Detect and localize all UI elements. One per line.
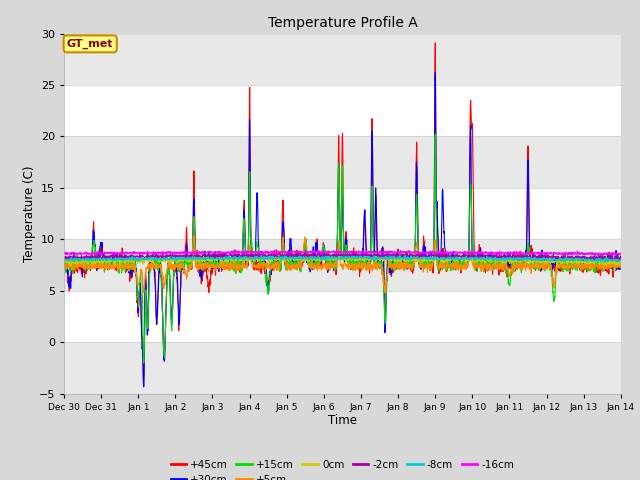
Bar [64, 85, 621, 136]
Bar [64, 342, 621, 394]
Bar [64, 136, 621, 188]
Bar [64, 34, 621, 85]
Bar [64, 240, 621, 291]
Bar [64, 291, 621, 342]
X-axis label: Time: Time [328, 414, 357, 427]
Y-axis label: Temperature (C): Temperature (C) [23, 165, 36, 262]
Title: Temperature Profile A: Temperature Profile A [268, 16, 417, 30]
Text: GT_met: GT_met [67, 39, 113, 49]
Legend: +45cm, +30cm, +15cm, +5cm, 0cm, -2cm, -8cm, -16cm: +45cm, +30cm, +15cm, +5cm, 0cm, -2cm, -8… [166, 456, 518, 480]
Bar [64, 188, 621, 240]
